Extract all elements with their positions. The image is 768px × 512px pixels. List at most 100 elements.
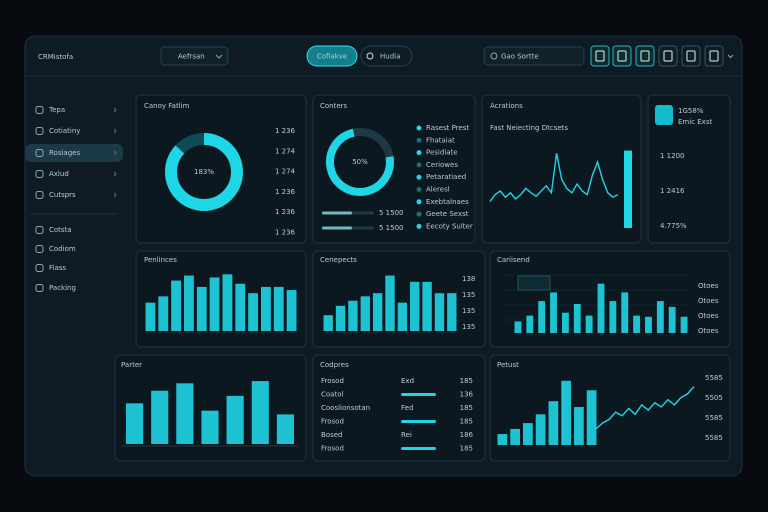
- toolbar-caret: [727, 54, 734, 59]
- toolbar-button[interactable]: [590, 45, 610, 67]
- kpi-badge: 1G58%: [678, 107, 704, 115]
- bar: [597, 283, 605, 333]
- bar: [497, 434, 508, 445]
- dropdown-caret: [215, 54, 223, 59]
- side-label: Otoes: [698, 297, 719, 305]
- panel-title: Conters: [320, 102, 348, 110]
- nav-item: Rosiages: [49, 149, 80, 157]
- panel: [647, 94, 731, 244]
- row-value: 185: [460, 377, 473, 385]
- search-placeholder: Gao Sortte: [501, 53, 539, 61]
- row-value: 185: [460, 418, 473, 426]
- search-box[interactable]: [483, 46, 585, 66]
- bar: [535, 414, 546, 445]
- bar: [226, 395, 244, 444]
- nav-chevron: [113, 150, 117, 156]
- legend-label: Ceriowes: [426, 161, 458, 169]
- bar: [251, 381, 269, 444]
- panel: [135, 94, 307, 244]
- nav-icon: [35, 191, 44, 199]
- panel: [312, 250, 486, 348]
- bar: [276, 414, 294, 444]
- panel-subtitle: Fast Neiecting Dtcsets: [490, 124, 568, 132]
- bar: [447, 293, 457, 331]
- list-value: 1 236: [275, 229, 296, 237]
- panel: [312, 94, 476, 244]
- side-label: 135: [462, 307, 475, 315]
- progress-label: 5 1500: [379, 224, 404, 232]
- kpi-badge-sub: Emic Exst: [678, 118, 712, 126]
- donut-ring: [326, 128, 394, 196]
- bar: [158, 296, 169, 331]
- nav-item: Fiass: [49, 264, 66, 272]
- legend-label: Fhataiat: [426, 136, 455, 144]
- toolbar-button[interactable]: [658, 45, 678, 67]
- toolbar-button[interactable]: [681, 45, 701, 67]
- side-label: 135: [462, 291, 475, 299]
- toolbar-icon: [595, 50, 605, 62]
- donut-ring: [165, 133, 243, 211]
- nav-icon: [35, 264, 44, 272]
- bar: [645, 316, 652, 333]
- side-label: 5505: [705, 394, 723, 402]
- bar: [514, 321, 522, 333]
- row-label: Frosod: [321, 377, 344, 385]
- panel-title: Petust: [497, 361, 519, 369]
- side-label: Otoes: [698, 312, 719, 320]
- bar: [372, 293, 383, 331]
- progress-fill: [322, 226, 352, 230]
- kpi-value: 4.775%: [660, 222, 687, 230]
- bar: [633, 315, 641, 333]
- nav-item: Cutsprs: [49, 191, 76, 199]
- bar: [585, 315, 593, 333]
- bar: [668, 306, 676, 333]
- donut-label: 50%: [352, 158, 368, 166]
- legend-label: Exebtalnaes: [426, 198, 469, 206]
- nav-chevron: [113, 171, 117, 177]
- bar: [561, 380, 571, 445]
- bar: [126, 403, 144, 444]
- kpi-badge-icon: [655, 105, 673, 125]
- bar: [261, 286, 271, 331]
- bar: [621, 292, 629, 333]
- tab-label: Hudia: [380, 53, 400, 61]
- bar: [510, 428, 520, 445]
- toolbar-button[interactable]: [635, 45, 655, 67]
- panel-title: Cariisend: [497, 256, 530, 264]
- project-line: [595, 386, 695, 430]
- row-label: Frosod: [321, 445, 344, 453]
- side-label: 135: [462, 323, 475, 331]
- bar: [680, 316, 688, 333]
- dropdown[interactable]: [160, 46, 229, 66]
- bar: [360, 296, 370, 331]
- side-label: 138: [462, 275, 475, 283]
- bar: [151, 390, 169, 444]
- legend-label: Geete Sexst: [426, 210, 469, 218]
- bar: [235, 283, 246, 331]
- bar: [434, 293, 445, 331]
- nav-active[interactable]: [25, 144, 123, 162]
- legend-dot: [416, 223, 422, 229]
- list-value: 1 236: [275, 208, 296, 216]
- toolbar-button[interactable]: [612, 45, 632, 67]
- nav-item: Codiom: [49, 245, 76, 253]
- bar: [348, 300, 358, 331]
- row-tag: Rei: [401, 431, 412, 439]
- bar: [422, 281, 432, 331]
- nav-icon: [35, 149, 44, 157]
- legend-dot: [416, 187, 422, 192]
- toolbar-icon: [709, 50, 719, 62]
- tab[interactable]: [360, 45, 413, 67]
- row-bar: [401, 393, 436, 396]
- bar: [201, 410, 219, 444]
- panel-title: Penlinces: [144, 256, 177, 264]
- tab-active[interactable]: [306, 45, 358, 67]
- row-value: 136: [460, 391, 474, 399]
- toolbar-button[interactable]: [704, 45, 724, 67]
- bar: [523, 423, 533, 445]
- bar: [548, 401, 559, 445]
- legend-dot: [416, 125, 422, 131]
- bar: [574, 407, 584, 445]
- nav-item: Packing: [49, 284, 76, 292]
- side-label: Otoes: [698, 327, 719, 335]
